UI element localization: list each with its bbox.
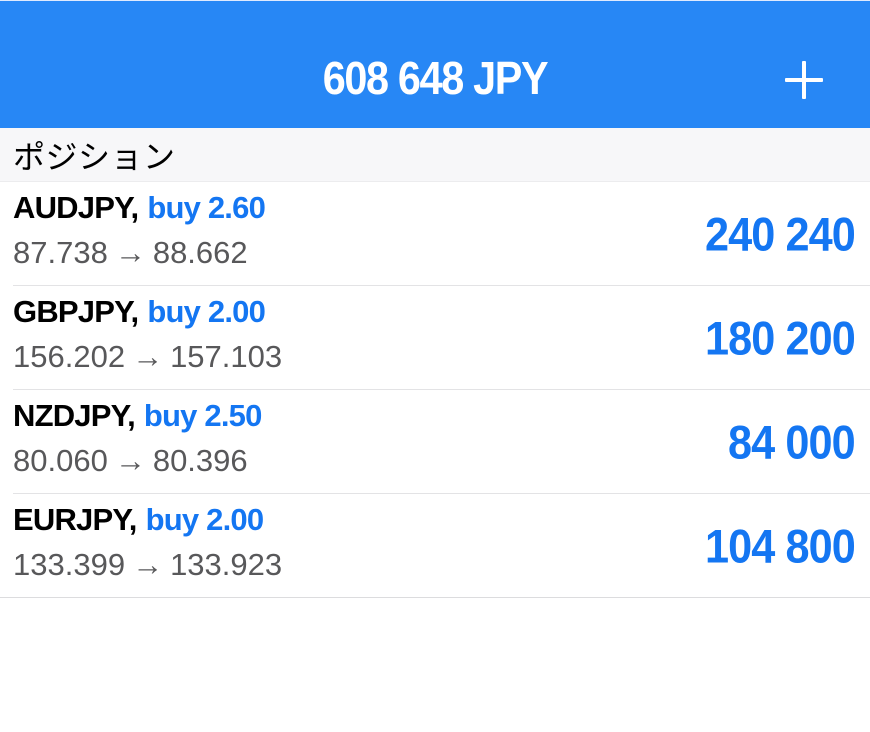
empty-area <box>0 598 870 732</box>
side-volume-label: buy 2.00 <box>145 502 264 537</box>
side-volume-label: buy 2.60 <box>147 190 266 225</box>
position-prices-line: 87.738 → 88.662 <box>13 235 870 271</box>
arrow-right-icon: → <box>114 443 146 478</box>
current-price: 133.923 <box>170 547 283 582</box>
add-order-button[interactable] <box>781 57 825 103</box>
position-list: AUDJPY, buy 2.60 87.738 → 88.662 240 240 GB… <box>0 182 870 598</box>
position-row-audjpy[interactable]: AUDJPY, buy 2.60 87.738 → 88.662 240 240 <box>0 182 870 286</box>
current-price: 157.103 <box>170 339 283 374</box>
open-price: 87.738 <box>13 235 108 270</box>
position-row-gbpjpy[interactable]: GBPJPY, buy 2.00 156.202 → 157.103 180 200 <box>0 286 870 390</box>
open-price: 156.202 <box>13 339 126 374</box>
account-header: 608 648 JPY <box>0 0 870 128</box>
profit-value: 104 800 <box>705 519 856 573</box>
positions-section-title: ポジション <box>13 138 176 175</box>
position-symbol-line: NZDJPY, buy 2.50 <box>13 390 870 434</box>
profit-value: 84 000 <box>728 415 856 469</box>
arrow-right-icon: → <box>132 547 164 582</box>
side-volume-label: buy 2.50 <box>143 398 262 433</box>
position-symbol-line: GBPJPY, buy 2.00 <box>13 286 870 330</box>
arrow-right-icon: → <box>132 339 164 374</box>
position-symbol-line: AUDJPY, buy 2.60 <box>13 182 870 226</box>
symbol-label: GBPJPY, <box>13 294 139 329</box>
current-price: 88.662 <box>152 235 248 270</box>
symbol-label: EURJPY, <box>13 502 137 537</box>
position-row-nzdjpy[interactable]: NZDJPY, buy 2.50 80.060 → 80.396 84 000 <box>0 390 870 494</box>
position-row-eurjpy[interactable]: EURJPY, buy 2.00 133.399 → 133.923 104 800 <box>0 494 870 598</box>
arrow-right-icon: → <box>114 235 146 270</box>
account-balance-title: 608 648 JPY <box>322 52 549 104</box>
position-prices-line: 80.060 → 80.396 <box>13 443 870 479</box>
position-symbol-line: EURJPY, buy 2.00 <box>13 494 870 538</box>
profit-value: 180 200 <box>705 311 856 365</box>
open-price: 133.399 <box>13 547 126 582</box>
symbol-label: NZDJPY, <box>13 398 136 433</box>
open-price: 80.060 <box>13 443 108 478</box>
position-prices-line: 156.202 → 157.103 <box>13 339 870 375</box>
position-prices-line: 133.399 → 133.923 <box>13 547 870 583</box>
plus-icon <box>785 61 823 99</box>
current-price: 80.396 <box>152 443 248 478</box>
symbol-label: AUDJPY, <box>13 190 139 225</box>
positions-section-header: ポジション <box>0 128 870 182</box>
profit-value: 240 240 <box>705 207 856 261</box>
side-volume-label: buy 2.00 <box>147 294 266 329</box>
